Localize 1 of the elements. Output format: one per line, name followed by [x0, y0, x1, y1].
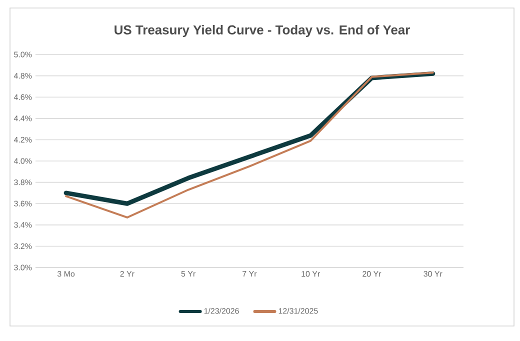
- chart-title: US Treasury Yield Curve - Today vs. End of Year: [114, 24, 410, 38]
